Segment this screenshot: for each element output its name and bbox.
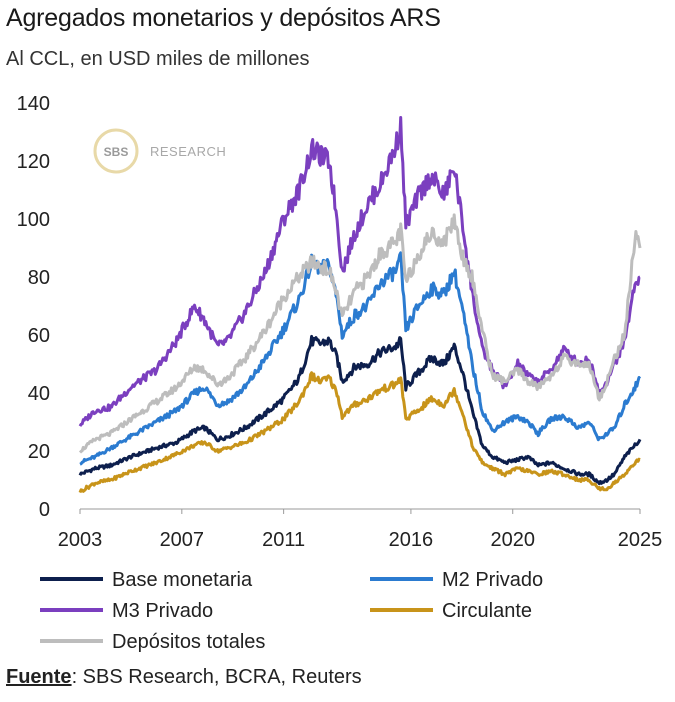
y-tick-label: 100 — [17, 209, 50, 231]
x-tick-label: 2003 — [58, 529, 103, 551]
legend-label: M3 Privado — [112, 600, 213, 622]
y-tick-label: 80 — [28, 267, 50, 289]
chart-title: Agregados monetarios y depósitos ARS — [6, 4, 441, 32]
x-tick-label: 2016 — [389, 529, 434, 551]
axes: 0 20 40 60 80 100 120 140 2003 2007 2011 2016 2020 20… — [17, 93, 663, 551]
source-label: Fuente — [6, 666, 72, 688]
y-tick-label: 40 — [28, 383, 50, 405]
legend-label: Depósitos totales — [112, 631, 265, 653]
series-line-3 — [78, 116, 641, 427]
x-tick-label: 2011 — [262, 529, 305, 551]
legend-label: Base monetaria — [112, 569, 253, 591]
legend-label: Circulante — [442, 600, 532, 622]
source-note: Fuente: SBS Research, BCRA, Reuters — [6, 666, 362, 689]
source-text: : SBS Research, BCRA, Reuters — [71, 666, 362, 688]
y-tick-label: 0 — [39, 499, 50, 521]
series-line-1 — [78, 334, 642, 486]
x-tick-label: 2020 — [490, 529, 535, 551]
chart-subtitle: Al CCL, en USD miles de millones — [6, 48, 310, 70]
y-tick-label: 60 — [28, 325, 50, 347]
x-tick-label: 2025 — [618, 529, 663, 551]
y-tick-label: 140 — [17, 93, 50, 115]
series-lines — [78, 116, 642, 494]
series-line-4 — [78, 371, 641, 494]
y-tick-label: 120 — [17, 151, 50, 173]
series-line-2 — [79, 251, 642, 466]
watermark-badge-text: SBS — [104, 145, 129, 159]
watermark-badge-ring — [93, 128, 139, 174]
series-line-5 — [78, 213, 642, 454]
y-tick-label: 20 — [28, 441, 50, 463]
sbs-research-watermark: SBS RESEARCH — [93, 128, 226, 174]
x-tick-label: 2007 — [160, 529, 205, 551]
legend: Base monetaria M2 Privado M3 Privado Circul… — [40, 569, 543, 653]
legend-label: M2 Privado — [442, 569, 543, 591]
watermark-text: RESEARCH — [150, 144, 226, 159]
